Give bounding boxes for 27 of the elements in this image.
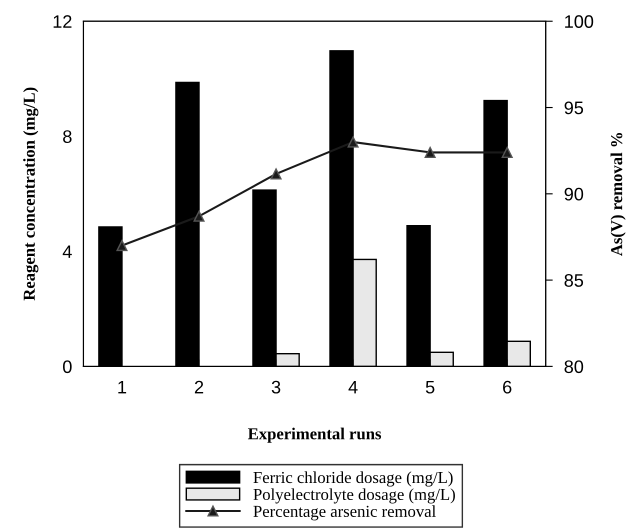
- y-tick-label: 8: [63, 130, 72, 144]
- y2-axis-title: As(V) removal %: [610, 133, 626, 256]
- y2-tick-label: 80: [564, 360, 584, 374]
- x-tick-label: 3: [272, 380, 280, 394]
- y-axis-title: Reagent concentration (mg/L): [23, 88, 38, 300]
- x-axis-title: Experimental runs: [248, 428, 382, 443]
- point: [502, 146, 513, 158]
- x-tick-label: 6: [503, 380, 512, 394]
- y-tick-label: 12: [54, 15, 72, 28]
- point: [116, 240, 128, 252]
- y-tick-label: 4: [62, 245, 72, 258]
- y2-tick-label: 95: [564, 101, 584, 114]
- point: [424, 146, 436, 158]
- legend-label: Ferric chloride dosage (mg/L): [253, 471, 453, 487]
- x-tick-label: 2: [194, 380, 204, 394]
- x-tick-label: 5: [426, 380, 434, 394]
- legend-label: Percentage arsenic removal: [253, 505, 436, 520]
- x-tick-label: 1: [118, 380, 126, 394]
- y2-tick-label: 100: [565, 15, 594, 28]
- legend-label: Polyelectrolyte dosage (mg/L): [253, 488, 455, 504]
- point: [270, 168, 282, 180]
- point: [193, 210, 205, 222]
- x-tick-label: 4: [348, 380, 358, 394]
- y2-tick-label: 85: [564, 274, 584, 287]
- point: [348, 136, 359, 148]
- y-tick-label: 0: [63, 360, 72, 374]
- y2-tick-label: 90: [564, 188, 584, 201]
